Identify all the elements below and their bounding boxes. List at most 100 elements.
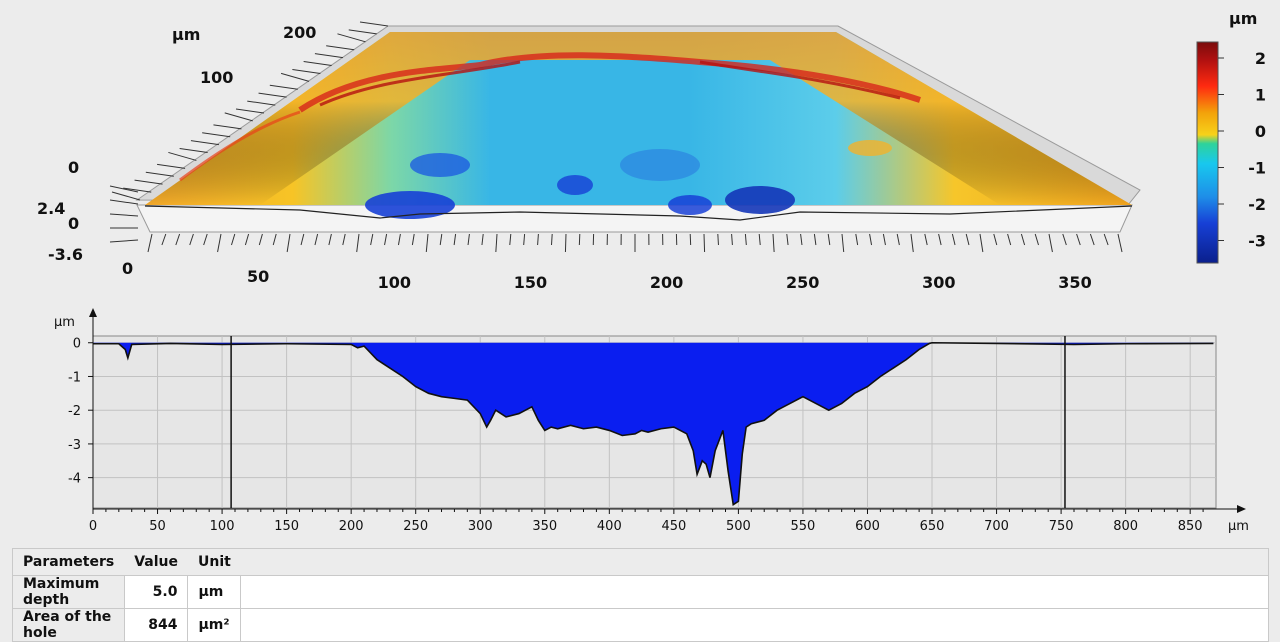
surface-x-tick-marks [148,234,1122,252]
profile-x-tick-label: 100 [210,519,235,534]
profile-x-tick-label: 250 [403,519,428,534]
profile-x-tick-label: 0 [89,519,97,534]
profile-y-tick-label: -2 [68,404,81,419]
surface-x-tick-mark [412,234,414,245]
surface-x-tick-mark [329,234,332,245]
surface-x-tick-mark [952,234,955,245]
profile-x-tick-label: 850 [1178,519,1203,534]
surface-x-tick-mark [454,234,455,245]
surface-z-tick-mark [110,186,138,192]
surface-x-tick-mark [939,234,942,245]
surface-x-tick-mark [1008,234,1011,245]
surface-x-tick-mark [966,234,969,245]
param-name: Maximum depth [13,576,125,609]
header-unit: Unit [188,549,241,576]
profile-y-tick-label: -3 [68,438,81,453]
surface-y-tick-mark [180,149,208,153]
surface-z-tick-mid: 0 [68,214,79,233]
surface-x-tick-mark [510,234,511,245]
surface-x-tick-mark [524,234,525,245]
surface-y-tick-mark [135,180,163,184]
profile-x-tick-label: 600 [855,519,880,534]
table-row[interactable]: Maximum depth 5.0 µm [13,576,1269,609]
surface-y-tick-mark [225,113,253,121]
profile-y-tick-label: -1 [68,370,81,385]
table-row[interactable]: Area of the hole 844 µm² [13,609,1269,642]
surface-x-tick-mark [718,234,719,245]
surface-x-tick-mark [162,234,166,245]
surface-x-tick-label: 100 [378,273,411,292]
surface-x-tick-mark [759,234,760,245]
surface-x-tick-mark [301,234,304,245]
row-spacer [241,576,1269,609]
surface-y-unit: µm [172,25,200,44]
surface-y-tick-mark [259,93,287,97]
param-name: Area of the hole [13,609,125,642]
profile-x-axis-arrow [1237,505,1246,513]
surface-x-tick-mark [814,234,815,245]
surface-x-tick-mark [496,234,497,252]
surface-x-tick-mark [357,234,359,252]
param-value: 5.0 [124,576,188,609]
surface-x-tick-mark [315,234,318,245]
parameters-table: Parameters Value Unit Maximum depth 5.0 … [12,548,1269,642]
surface-z-tick-top: 2.4 [37,199,65,218]
surface-y-tick-mark [360,22,388,26]
profile-x-tick-label: 450 [661,519,686,534]
surface-y-tick-mark [202,133,230,137]
surface-x-tick-mark [897,234,899,245]
param-unit: µm [188,576,241,609]
header-parameters: Parameters [13,549,125,576]
colorbar-tick-label: 2 [1255,49,1266,68]
surface-x-tick-mark [1063,234,1067,245]
surface-x-tick-mark [745,234,746,245]
surface-y-tick-mark [213,125,241,129]
surface-x-tick-mark [538,234,539,245]
surface-x-tick-mark [190,234,194,245]
colorbar-ticks: 210-1-2-3 [1218,49,1266,251]
surface-x-tick-mark [787,234,788,245]
surface-x-tick-mark [552,234,553,245]
surface-x-tick-mark [468,234,469,245]
surface-x-tick-mark [980,234,983,252]
colorbar-tick-label: 1 [1255,86,1266,105]
parameters-header-row: Parameters Value Unit [13,549,1269,576]
surface-y-tick-mark [146,172,174,176]
surface-y-tick-mark [191,141,219,145]
surface-z-tick-bottom: -3.6 [48,245,83,264]
surface-y-tick-mark [168,152,196,160]
surface-y-tick-mark [281,73,309,81]
surface-x-tick-mark [856,234,858,245]
surface-y-tick-mark [326,46,354,50]
profile-x-tick-label: 50 [149,519,166,534]
surface-x-tick-label: 150 [514,273,547,292]
surface-z-tick-mark [110,200,138,204]
profile-y-tick-label: -4 [68,472,81,487]
profile-x-axis-label: µm [1228,519,1249,534]
profile-x-tick-label: 300 [468,519,493,534]
surface-x-tick-mark [1049,234,1052,252]
surface-x-tick-label: 250 [786,273,819,292]
surface-y-tick-mark [112,192,140,200]
profile-x-tick-label: 550 [791,519,816,534]
surface-x-tick-mark [828,234,830,245]
surface-x-tick-mark [994,234,997,245]
profile-x-tick-label: 700 [984,519,1009,534]
surface-x-tick-label: 350 [1058,273,1091,292]
surface-x-tick-mark [565,234,566,252]
surface-x-tick-mark [1077,234,1081,245]
surface-x-tick-label: 300 [922,273,955,292]
surface-x-tick-label: 200 [650,273,683,292]
surface-x-tick-mark [773,234,774,252]
param-unit: µm² [188,609,241,642]
surface-x-tick-mark [371,234,373,245]
surface-x-tick-mark [218,234,221,252]
surface-x-tick-mark [426,234,428,252]
surface-y-tick-0: 0 [68,158,79,177]
profile-x-tick-label: 350 [532,519,557,534]
colorbar [1197,42,1218,263]
surface-x-tick-mark [398,234,400,245]
profile-y-axis-arrow [89,308,97,317]
